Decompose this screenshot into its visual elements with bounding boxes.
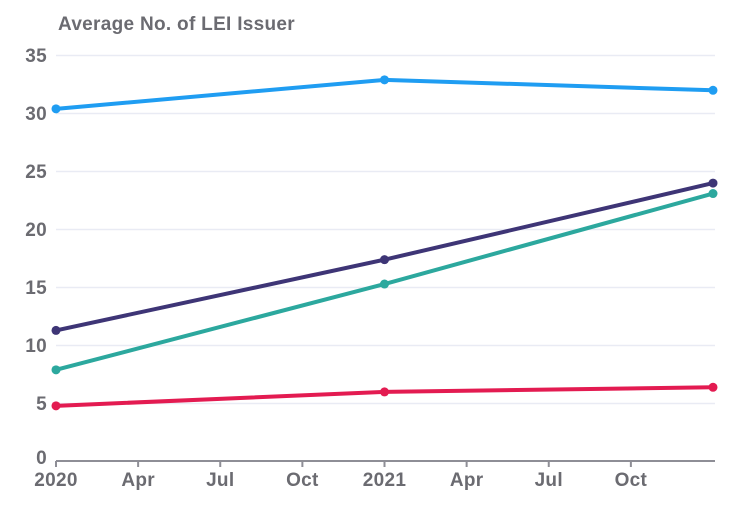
chart-title: Average No. of LEI Issuer (58, 14, 295, 35)
y-tick-label: 20 (25, 220, 47, 241)
data-point-red-line (380, 387, 389, 397)
data-point-light-blue-line (51, 104, 61, 114)
data-point-light-blue-line (708, 85, 718, 95)
y-tick-label: 30 (25, 104, 47, 125)
y-tick-label: 25 (25, 162, 47, 183)
data-point-red-line (708, 382, 718, 392)
data-point-teal-line (380, 279, 389, 289)
x-tick-label: Oct (615, 470, 648, 491)
data-point-teal-line (708, 189, 718, 199)
data-point-teal-line (51, 365, 61, 375)
x-tick-label: Jul (535, 470, 563, 491)
data-point-dark-purple-line (51, 325, 61, 335)
data-point-light-blue-line (380, 75, 389, 85)
x-tick-label: Oct (286, 470, 319, 491)
data-point-dark-purple-line (708, 178, 718, 188)
x-tick-label: 2020 (34, 470, 77, 491)
data-point-red-line (51, 401, 61, 411)
x-tick-label: Apr (450, 470, 484, 491)
x-tick-label: Apr (121, 470, 155, 491)
y-tick-label: 5 (36, 394, 47, 415)
x-tick-label: Jul (206, 470, 234, 491)
data-point-dark-purple-line (380, 255, 389, 265)
y-tick-label: 10 (25, 336, 47, 357)
x-tick-label: 2021 (363, 470, 407, 491)
y-tick-label: 35 (25, 46, 47, 67)
y-tick-label: 15 (25, 278, 47, 299)
y-tick-label: 0 (36, 448, 47, 469)
